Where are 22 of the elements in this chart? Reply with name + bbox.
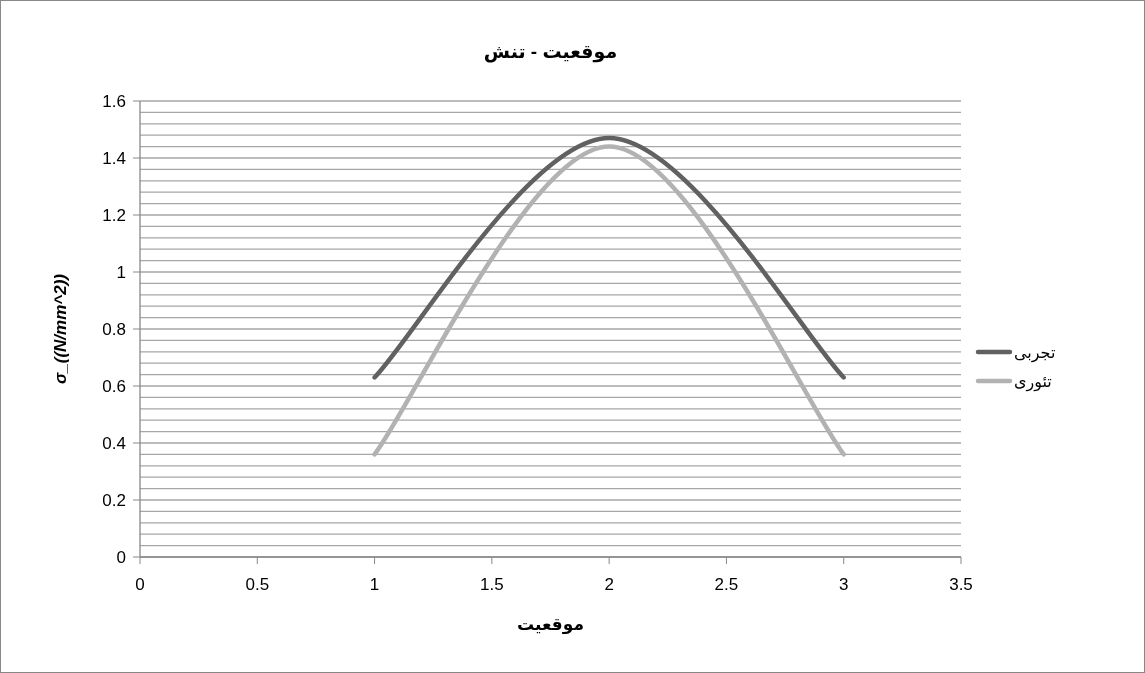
y-tick-label: 0.2: [102, 491, 126, 510]
legend-label: تجربی: [1014, 344, 1056, 363]
x-tick-label: 1.5: [480, 575, 504, 594]
y-tick-label: 0.6: [102, 377, 126, 396]
y-tick-label: 0.8: [102, 320, 126, 339]
y-tick-label: 1.4: [102, 149, 126, 168]
y-tick-label: 1.2: [102, 206, 126, 225]
x-tick-label: 2.5: [714, 575, 739, 594]
legend-label: تئوری: [1014, 373, 1052, 392]
y-tick-label: 1: [116, 263, 126, 282]
y-tick-label: 0.4: [102, 434, 126, 453]
x-tick-label: 0.5: [245, 575, 270, 594]
y-tick-label: 0: [116, 548, 126, 567]
x-axis-title: موقعیت: [517, 615, 584, 635]
y-axis-title: σ_((N/mm^2)): [51, 273, 70, 384]
x-tick-label: 1: [369, 575, 380, 594]
x-tick-label: 3.5: [949, 575, 973, 594]
x-tick-label: 3: [838, 575, 849, 594]
x-tick-label: 2: [604, 575, 614, 594]
x-tick-label: 0: [135, 575, 145, 594]
chart-title: موقعیت - تنش: [483, 41, 618, 63]
y-tick-label: 1.6: [102, 92, 126, 111]
